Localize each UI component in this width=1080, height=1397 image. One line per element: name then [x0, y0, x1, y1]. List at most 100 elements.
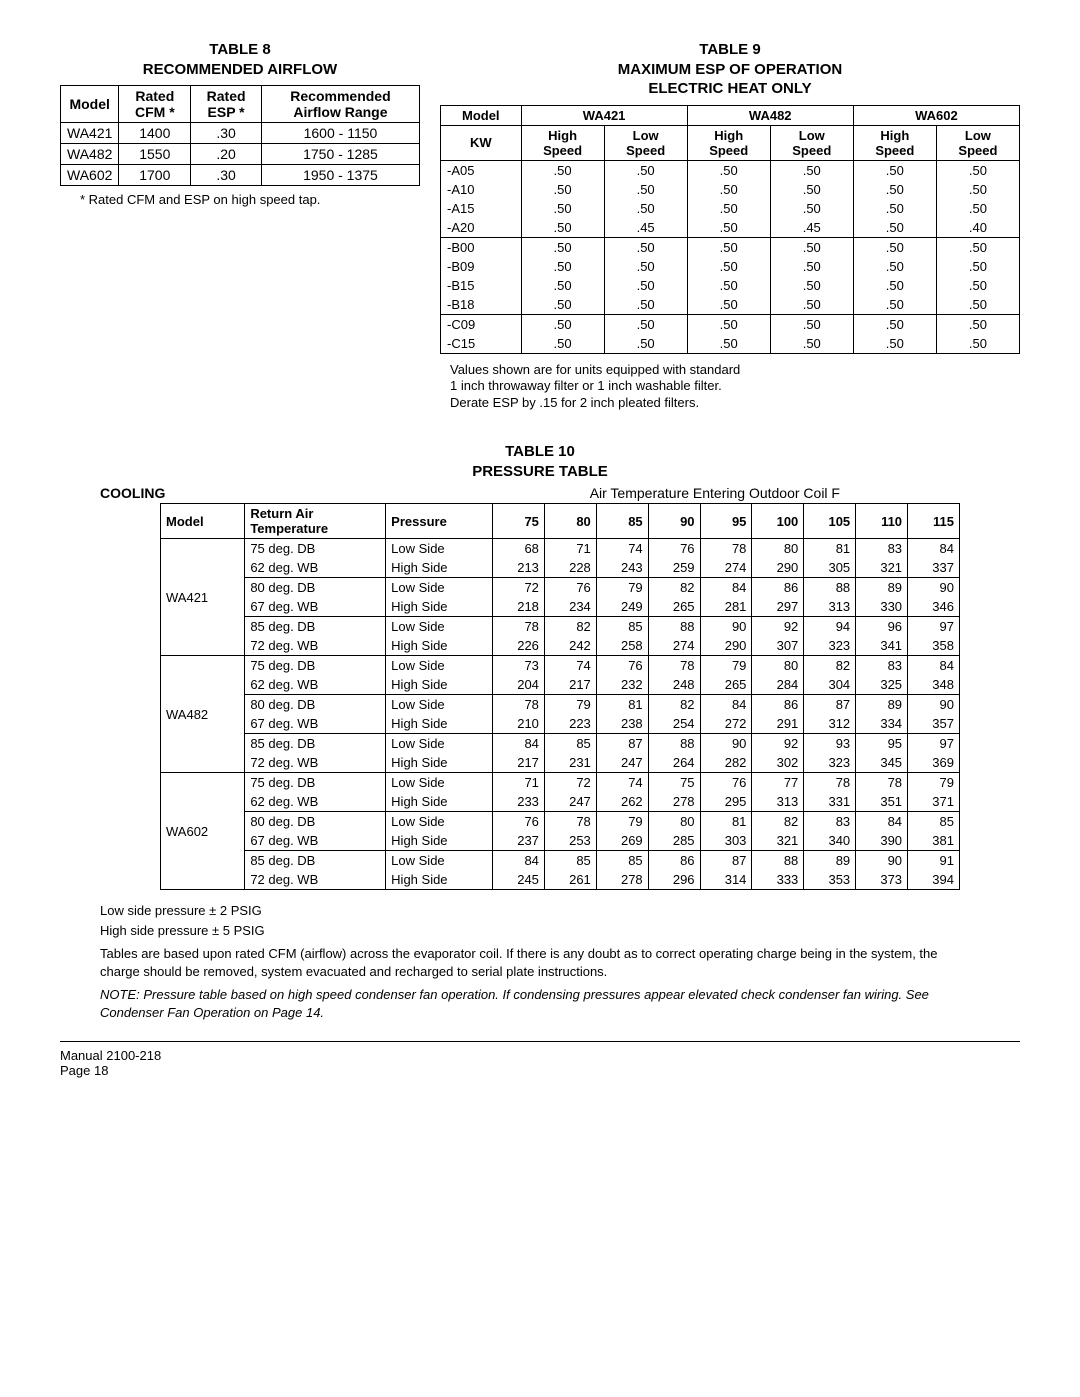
t10-val-cell: 371	[908, 792, 960, 812]
t10-val-cell: 91	[908, 851, 960, 871]
t10-val-cell: 81	[596, 695, 648, 715]
t10-header: Pressure	[386, 504, 493, 539]
t10-val-cell: 369	[908, 753, 960, 773]
t8-cell: 1550	[119, 144, 191, 165]
t9-cell: .50	[687, 257, 770, 276]
t10-val-cell: 243	[596, 558, 648, 578]
t10-val-cell: 78	[700, 539, 752, 559]
t9-cell: .50	[770, 237, 853, 257]
t8-note: * Rated CFM and ESP on high speed tap.	[80, 192, 420, 207]
t10-val-cell: 340	[804, 831, 856, 851]
t10-ret-cell: 75 deg. DB	[245, 656, 386, 676]
t10-val-cell: 290	[752, 558, 804, 578]
t10-val-cell: 92	[752, 734, 804, 754]
t8-h-cfm: Rated CFM *	[119, 86, 191, 123]
t8-cell: 1400	[119, 123, 191, 144]
t10-val-cell: 313	[804, 597, 856, 617]
t9-cell: .50	[936, 180, 1019, 199]
t10-val-cell: 79	[596, 812, 648, 832]
t10-val-cell: 285	[648, 831, 700, 851]
t9-cell: .50	[936, 314, 1019, 334]
t10-val-cell: 390	[856, 831, 908, 851]
t9-cell: .50	[936, 257, 1019, 276]
t10-val-cell: 351	[856, 792, 908, 812]
t10-val-cell: 331	[804, 792, 856, 812]
t10-header: 110	[856, 504, 908, 539]
t9-cell: -A20	[441, 218, 522, 238]
footer-manual: Manual 2100-218	[60, 1048, 161, 1063]
t10-val-cell: 269	[596, 831, 648, 851]
t10-val-cell: 296	[648, 870, 700, 890]
t9-cell: .50	[770, 160, 853, 180]
t10-val-cell: 323	[804, 636, 856, 656]
t9-cell: .50	[936, 199, 1019, 218]
t10-val-cell: 357	[908, 714, 960, 734]
t10-val-cell: 210	[493, 714, 545, 734]
table-9: Model WA421 WA482 WA602 KWHighSpeedLowSp…	[440, 105, 1020, 354]
t9-h-model: Model	[441, 105, 522, 125]
t10-val-cell: 89	[804, 851, 856, 871]
t10-title-a: TABLE 10	[505, 443, 575, 460]
t9-cell: .50	[687, 160, 770, 180]
t9-cell: .50	[770, 199, 853, 218]
t9-cell: .50	[604, 314, 687, 334]
t10-val-cell: 84	[908, 539, 960, 559]
t10-val-cell: 237	[493, 831, 545, 851]
t10-val-cell: 76	[596, 656, 648, 676]
t9-cell: .50	[853, 295, 936, 315]
t9-cell: .45	[770, 218, 853, 238]
t9-header: LowSpeed	[604, 125, 687, 160]
t9-cell: .50	[687, 199, 770, 218]
t10-val-cell: 345	[856, 753, 908, 773]
t10-val-cell: 337	[908, 558, 960, 578]
t10-header: 105	[804, 504, 856, 539]
t9-cell: .50	[521, 199, 604, 218]
t9-header: HighSpeed	[687, 125, 770, 160]
t10-ret-cell: 80 deg. DB	[245, 695, 386, 715]
t10-ret-cell: 67 deg. WB	[245, 714, 386, 734]
t10-val-cell: 89	[856, 578, 908, 598]
t10-val-cell: 218	[493, 597, 545, 617]
t10-val-cell: 82	[544, 617, 596, 637]
t10-val-cell: 204	[493, 675, 545, 695]
t10-val-cell: 80	[648, 812, 700, 832]
t10-ret-cell: 75 deg. DB	[245, 539, 386, 559]
t10-val-cell: 291	[752, 714, 804, 734]
t10-header: 90	[648, 504, 700, 539]
t9-cell: -A10	[441, 180, 522, 199]
t9-cell: .50	[521, 314, 604, 334]
t9-cell: .50	[936, 237, 1019, 257]
t9-cell: .50	[604, 199, 687, 218]
t10-note4: NOTE: Pressure table based on high speed…	[100, 986, 980, 1021]
t10-val-cell: 295	[700, 792, 752, 812]
t10-val-cell: 86	[648, 851, 700, 871]
t9-note3: Derate ESP by .15 for 2 inch pleated fil…	[450, 395, 699, 410]
t10-val-cell: 373	[856, 870, 908, 890]
t9-header: HighSpeed	[521, 125, 604, 160]
t10-press-cell: Low Side	[386, 695, 493, 715]
t10-val-cell: 88	[648, 734, 700, 754]
t10-note1: Low side pressure ± 2 PSIG	[100, 902, 980, 920]
t10-val-cell: 76	[493, 812, 545, 832]
t10-val-cell: 82	[752, 812, 804, 832]
t10-val-cell: 86	[752, 578, 804, 598]
t8-cell: WA482	[61, 144, 119, 165]
t9-cell: .50	[687, 314, 770, 334]
t10-val-cell: 248	[648, 675, 700, 695]
t10-press-cell: High Side	[386, 792, 493, 812]
t10-val-cell: 334	[856, 714, 908, 734]
t8-cell: 1750 - 1285	[261, 144, 419, 165]
t10-val-cell: 254	[648, 714, 700, 734]
t9-cell: .50	[687, 276, 770, 295]
t10-ret-cell: 72 deg. WB	[245, 636, 386, 656]
t9-title-b: MAXIMUM ESP OF OPERATION	[618, 61, 842, 78]
t10-val-cell: 78	[648, 656, 700, 676]
t10-val-cell: 82	[648, 578, 700, 598]
t10-press-cell: High Side	[386, 558, 493, 578]
t10-val-cell: 223	[544, 714, 596, 734]
t9-cell: .50	[604, 334, 687, 354]
t10-val-cell: 87	[804, 695, 856, 715]
t9-cell: .50	[521, 276, 604, 295]
t10-val-cell: 282	[700, 753, 752, 773]
t10-val-cell: 348	[908, 675, 960, 695]
